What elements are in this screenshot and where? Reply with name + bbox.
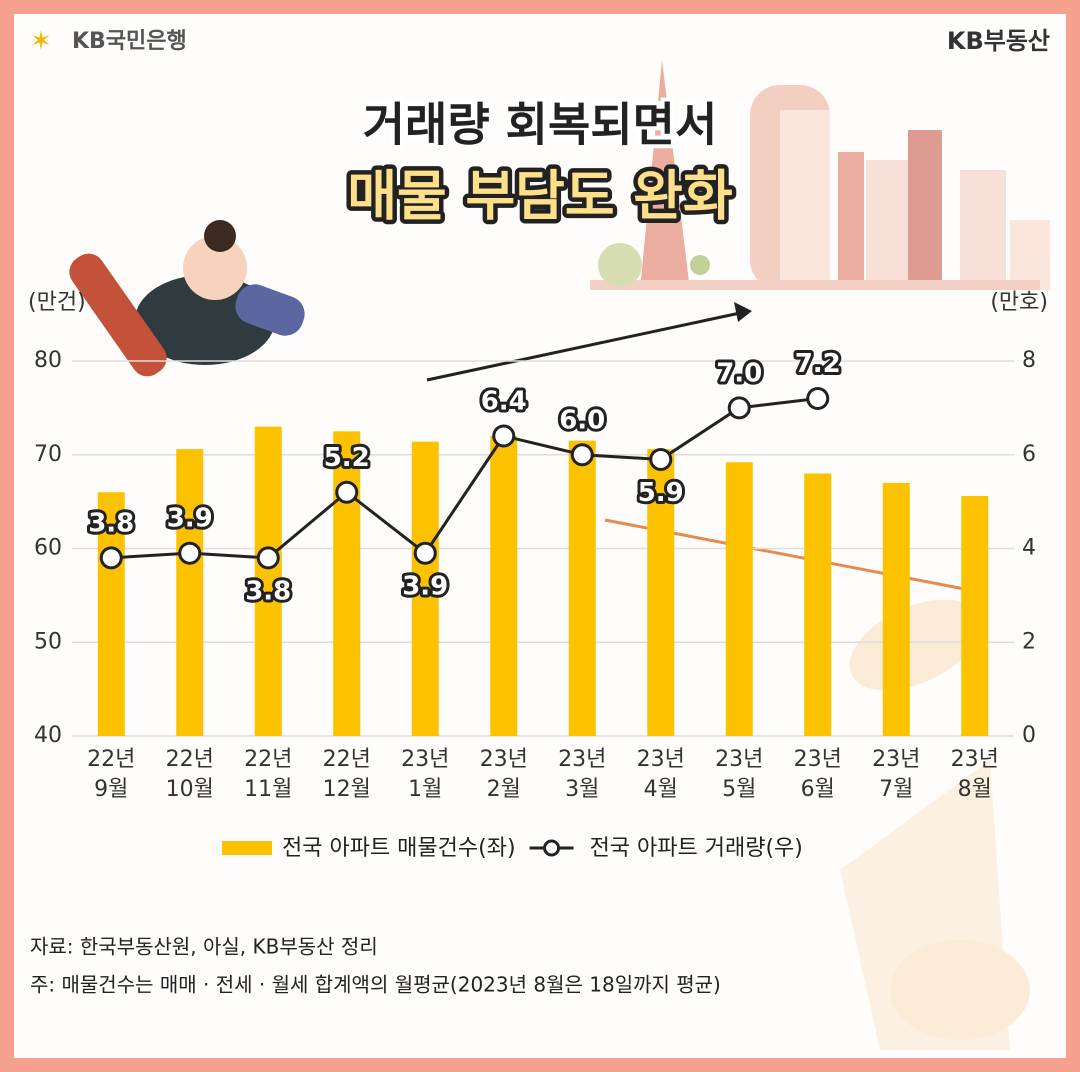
- bar: [568, 440, 596, 736]
- x-tick-label: 23년 8월: [951, 747, 999, 802]
- bar: [725, 462, 753, 736]
- line-marker: [413, 541, 437, 565]
- line-marker: [99, 546, 123, 570]
- bank-logo: KB국민은행: [72, 29, 187, 54]
- x-tick-label: 23년 6월: [794, 747, 842, 802]
- bar: [647, 449, 675, 736]
- line-marker: [727, 396, 751, 420]
- line-marker: [649, 447, 673, 471]
- legend-swatch: [222, 841, 272, 855]
- x-tick-label: 23년 2월: [480, 747, 528, 802]
- y-axis-label: (만건): [28, 290, 86, 315]
- bar: [176, 449, 204, 736]
- decor-coin: [840, 599, 1030, 1050]
- x-tick-label: 22년 11월: [244, 747, 292, 802]
- value-label: 6.4: [481, 387, 527, 417]
- bar: [411, 441, 439, 736]
- legend-swatch: [543, 839, 561, 857]
- y-tick-label: 60: [34, 536, 62, 561]
- y2-tick-label: 8: [1022, 348, 1036, 373]
- x-tick-label: 22년 12월: [323, 747, 371, 802]
- logo-icon: ✶: [30, 27, 52, 57]
- brand-logo: KB부동산: [947, 27, 1050, 55]
- buildings: [590, 60, 1050, 290]
- note: 주: 매물건수는 매매 · 전세 · 월세 합계액의 월평균(2023년 8월은…: [30, 973, 721, 997]
- y2-tick-label: 4: [1022, 536, 1036, 561]
- x-tick-label: 22년 9월: [87, 747, 135, 802]
- value-label: 7.0: [716, 358, 762, 388]
- bar: [882, 482, 910, 736]
- y-tick-label: 50: [34, 629, 62, 654]
- line-marker: [178, 541, 202, 565]
- y-tick-label: 70: [34, 442, 62, 467]
- illustration: [69, 220, 305, 377]
- y-tick-label: 80: [34, 348, 62, 373]
- y-tick-label: 40: [34, 723, 62, 748]
- line-marker: [335, 480, 359, 504]
- bar: [333, 431, 361, 736]
- bar: [961, 496, 989, 736]
- legend-label: 전국 아파트 매물건수(좌): [282, 836, 516, 861]
- bar: [254, 426, 282, 736]
- value-label: 3.9: [167, 504, 213, 534]
- y2-tick-label: 6: [1022, 442, 1036, 467]
- value-label: 3.8: [88, 508, 134, 538]
- x-tick-label: 23년 7월: [872, 747, 920, 802]
- legend-label: 전국 아파트 거래량(우): [590, 836, 803, 861]
- value-label: 5.9: [638, 478, 684, 508]
- x-tick-label: 23년 4월: [637, 747, 685, 802]
- title-line2: 매물 부담도 완화: [347, 165, 732, 228]
- bar: [97, 492, 125, 736]
- line-marker: [492, 424, 516, 448]
- x-tick-label: 23년 1월: [401, 747, 449, 802]
- x-tick-label: 23년 5월: [715, 747, 763, 802]
- bar: [490, 436, 518, 736]
- line: [111, 397, 818, 560]
- value-label: 6.0: [559, 405, 605, 435]
- value-label: 3.8: [245, 576, 291, 606]
- bar: [804, 473, 832, 736]
- line-marker: [256, 546, 280, 570]
- line-marker: [806, 387, 830, 410]
- x-tick-label: 22년 10월: [166, 747, 214, 802]
- x-tick-label: 23년 3월: [558, 747, 606, 802]
- y2-tick-label: 2: [1022, 629, 1036, 654]
- y2-axis-label: (만호): [990, 290, 1048, 315]
- value-label: 5.2: [324, 443, 370, 473]
- value-label: 3.9: [402, 572, 448, 602]
- title-line1: 거래량 회복되면서: [363, 98, 718, 152]
- source: 자료: 한국부동산원, 아실, KB부동산 정리: [30, 935, 378, 959]
- y2-tick-label: 0: [1022, 723, 1036, 748]
- legend: 전국 아파트 매물건수(좌) 전국 아파트 거래량(우): [222, 836, 803, 861]
- line-marker: [570, 443, 594, 467]
- value-label: 7.2: [795, 349, 841, 379]
